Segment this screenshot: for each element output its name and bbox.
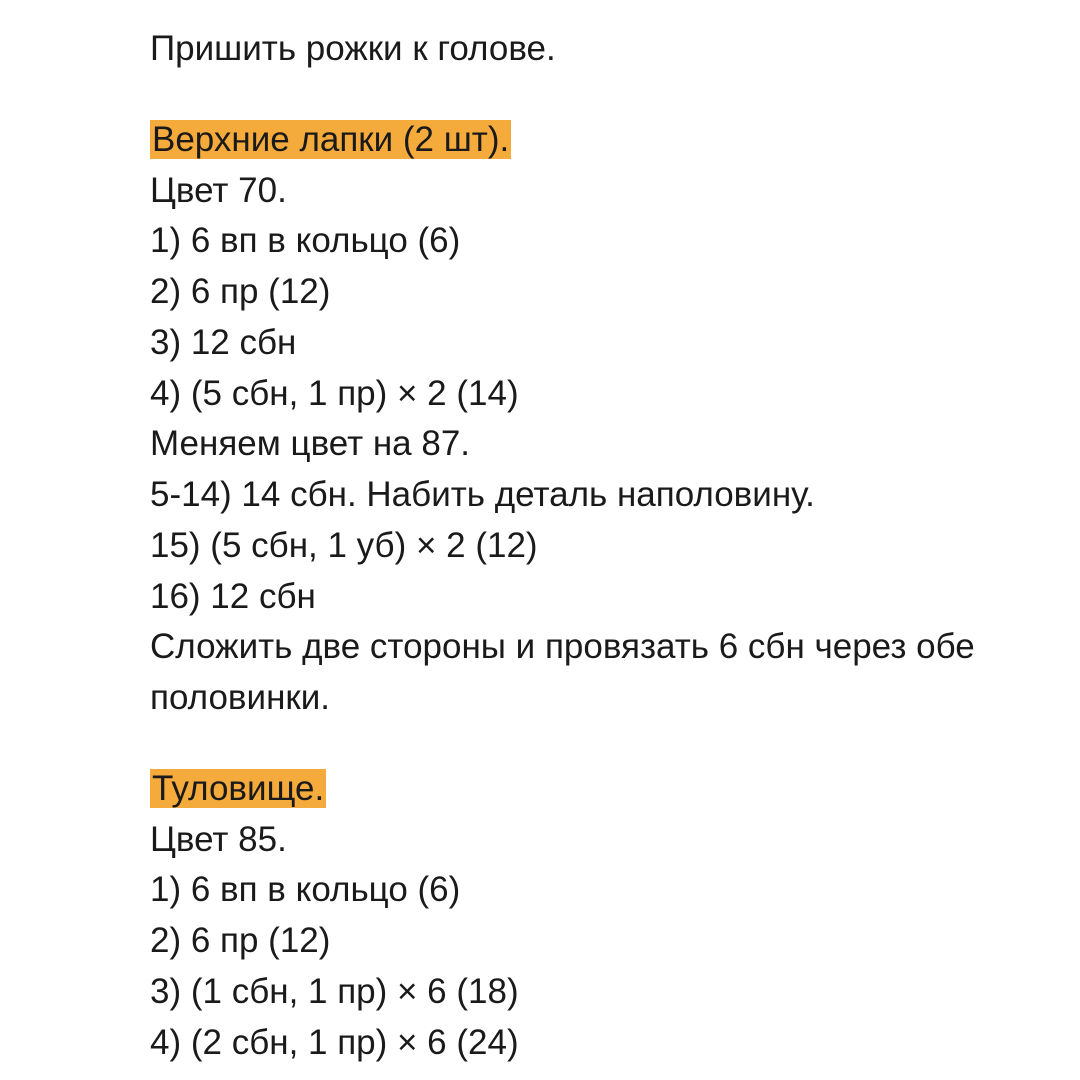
pattern-line: 2) 6 пр (12) [150, 267, 1020, 318]
pattern-line: 15) (5 сбн, 1 уб) × 2 (12) [150, 521, 1020, 572]
pattern-line: 3) 12 сбн [150, 318, 1020, 369]
section-heading: Туловище. [150, 764, 1020, 815]
section-heading: Верхние лапки (2 шт). [150, 115, 1020, 166]
section-heading-highlight: Верхние лапки (2 шт). [150, 120, 511, 159]
pattern-line: Цвет 85. [150, 815, 1020, 866]
pattern-line: 5-14) 14 сбн. Набить деталь наполовину. [150, 470, 1020, 521]
section-heading-highlight: Туловище. [150, 769, 326, 808]
document-page: Пришить рожки к голове. Верхние лапки (2… [0, 0, 1080, 1080]
pattern-line: 1) 6 вп в кольцо (6) [150, 216, 1020, 267]
pattern-line: Цвет 70. [150, 166, 1020, 217]
pattern-line: 2) 6 пр (12) [150, 916, 1020, 967]
section-body: Туловище. Цвет 85. 1) 6 вп в кольцо (6) … [150, 764, 1020, 1069]
section-upper-paws: Верхние лапки (2 шт). Цвет 70. 1) 6 вп в… [150, 115, 1020, 724]
intro-paragraph: Пришить рожки к голове. [150, 24, 1020, 75]
pattern-line: 16) 12 сбн [150, 572, 1020, 623]
pattern-line: 4) (5 сбн, 1 пр) × 2 (14) [150, 369, 1020, 420]
pattern-line: 4) (2 сбн, 1 пр) × 6 (24) [150, 1018, 1020, 1069]
pattern-line: Сложить две стороны и провязать 6 сбн че… [150, 622, 1020, 724]
pattern-line: Меняем цвет на 87. [150, 419, 1020, 470]
pattern-line: 3) (1 сбн, 1 пр) × 6 (18) [150, 967, 1020, 1018]
intro-text: Пришить рожки к голове. [150, 24, 1020, 75]
pattern-line: 1) 6 вп в кольцо (6) [150, 865, 1020, 916]
